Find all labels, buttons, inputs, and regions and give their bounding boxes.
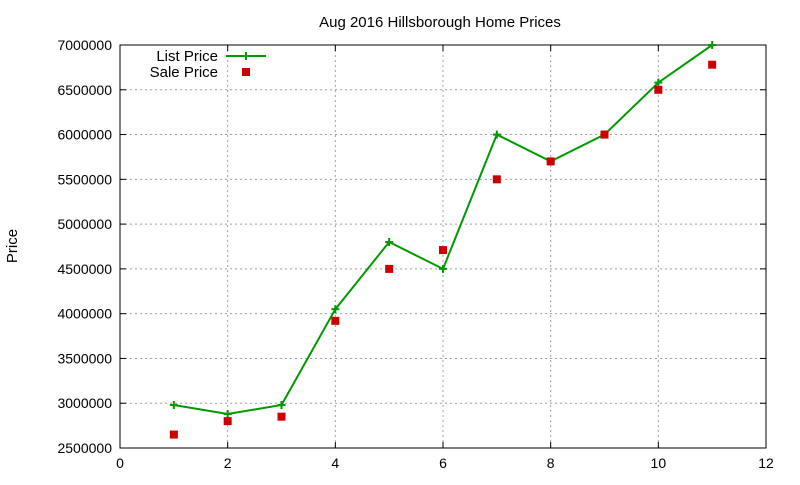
x-tick-label: 6 <box>439 455 447 471</box>
list-price-point <box>331 305 340 314</box>
x-tick-label: 2 <box>224 455 232 471</box>
y-tick-label: 4500000 <box>57 261 112 277</box>
list-price-point <box>277 401 286 410</box>
y-tick-label: 2500000 <box>57 440 112 456</box>
y-tick-label: 6500000 <box>57 82 112 98</box>
x-tick-label: 4 <box>331 455 339 471</box>
sale-price-point <box>546 157 555 166</box>
sale-price-point <box>708 60 717 69</box>
sale-price-point <box>385 264 394 273</box>
sale-price-point <box>223 417 232 426</box>
list-price-point <box>385 238 394 247</box>
series-layer <box>169 41 717 439</box>
list-price-point <box>708 41 717 49</box>
x-tick-label: 10 <box>651 455 667 471</box>
list-price-point <box>169 401 178 410</box>
sale-price-point <box>654 85 663 94</box>
list-price-point <box>223 409 232 418</box>
sale-price-point <box>600 130 609 139</box>
sale-price-point <box>169 430 178 439</box>
x-tick-label: 0 <box>116 455 124 471</box>
sale-price-point <box>331 316 340 325</box>
y-tick-label: 5000000 <box>57 216 112 232</box>
y-tick-label: 3000000 <box>57 395 112 411</box>
y-tick-label: 5500000 <box>57 171 112 187</box>
y-tick-label: 3500000 <box>57 350 112 366</box>
sale-price-point <box>439 246 447 255</box>
list-price-point <box>492 130 501 139</box>
sale-price-point <box>277 412 286 421</box>
legend-label: Sale Price <box>150 64 218 81</box>
x-tick-label: 8 <box>547 455 555 471</box>
chart-title: Aug 2016 Hillsborough Home Prices <box>319 14 561 31</box>
list-price-point <box>654 78 663 87</box>
y-tick-label: 4000000 <box>57 306 112 322</box>
sale-price-point <box>492 175 501 184</box>
y-tick-label: 7000000 <box>57 37 112 53</box>
x-tick-label: 12 <box>758 455 774 471</box>
legend-plus-marker <box>242 52 250 60</box>
axis-layer: 0 2 4 6 8 10 12 2500000 3000000 3500000 4000000 450… <box>57 37 774 471</box>
y-tick-label: 6000000 <box>57 127 112 143</box>
legend-square-marker <box>242 68 250 76</box>
y-axis-label: Price <box>4 229 21 263</box>
legend-label: List Price <box>156 48 218 65</box>
list-price-point <box>439 264 447 273</box>
